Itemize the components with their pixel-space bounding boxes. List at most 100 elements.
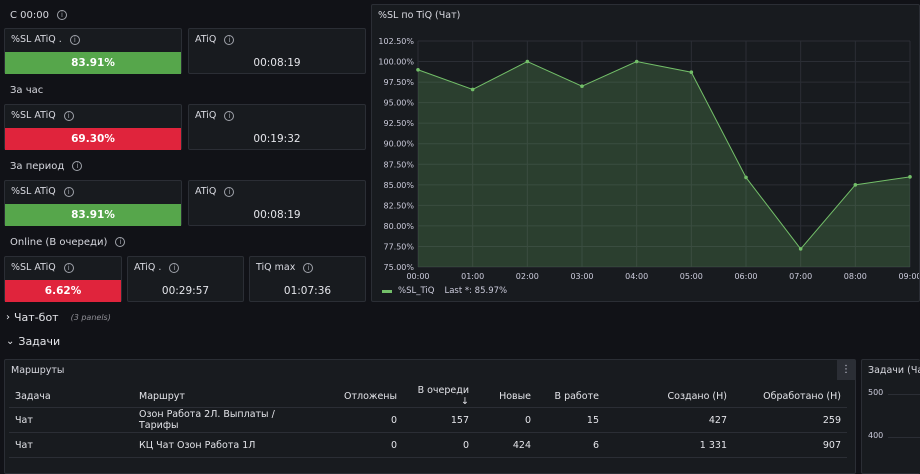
y-tick-label: 75.00% [383,263,414,272]
tiq-max-panel[interactable]: TiQ max i 01:07:36 [249,256,366,302]
col-created[interactable]: Создано (Н) [605,385,733,408]
y-tick-label: 80.00% [383,222,414,231]
info-icon[interactable]: i [224,186,235,197]
section-title-online: Online (В очереди) i [10,234,126,250]
sl-atiq-panel-1[interactable]: %SL ATiQ .i 83.91% [4,28,182,74]
tasks-chat-panel[interactable]: Задачи (Чат 500 400 [861,359,920,474]
chart-legend[interactable]: %SL_TiQ Last *: 85.97% [382,286,507,296]
row-chatbot[interactable]: › Чат-бот (3 panels) [6,310,111,324]
y-tick-label: 500 [868,388,884,397]
info-icon[interactable]: i [63,186,74,197]
cell-route: КЦ Чат Озон Работа 1Л [133,432,323,458]
info-icon[interactable]: i [63,110,74,121]
legend-swatch [382,289,392,293]
legend-series-label: %SL_TiQ [398,286,435,296]
data-point[interactable] [634,59,639,64]
y-tick-label: 92.50% [383,119,414,128]
tiq-max-value: 01:07:36 [283,285,332,297]
y-tick-label: 97.50% [383,78,414,87]
y-tick-label: 87.50% [383,160,414,169]
info-icon[interactable]: i [303,262,314,273]
info-icon[interactable]: i [115,237,126,247]
row-title: Чат-бот [14,310,59,324]
data-point[interactable] [580,84,584,88]
atiq-panel-2[interactable]: ATiQ i 00:19:32 [188,104,366,150]
legend-last-value: Last *: 85.97% [444,286,508,296]
atiq-panel-3[interactable]: ATiQ i 00:08:19 [188,180,366,226]
col-in-work[interactable]: В работе [537,385,605,408]
section-title-since-midnight: С 00:00 i [10,7,67,23]
row-tasks[interactable]: ⌄ Задачи [6,334,60,348]
y-tick-label: 82.50% [383,201,414,210]
y-tick-label: 85.00% [383,181,414,190]
sort-down-icon: ↓ [461,396,469,407]
data-point[interactable] [798,247,803,251]
x-tick-label: 05:00 [680,272,703,281]
col-route[interactable]: Маршрут [133,385,323,408]
cell-processed: 907 [733,432,847,458]
atiq-value: 00:29:57 [161,285,210,297]
atiq-panel-1[interactable]: ATiQ i 00:08:19 [188,28,366,74]
section-title-last-hour: За час [10,84,44,96]
info-icon[interactable]: i [63,262,74,273]
x-tick-label: 00:00 [406,272,429,281]
cell-in-work: 6 [537,432,605,458]
routes-panel-title: Маршруты [11,365,65,376]
y-tick-label: 95.00% [383,99,414,108]
routes-panel[interactable]: Маршруты ⋮ Задача Маршрут Отложены В оче… [4,359,856,474]
table-row[interactable]: Чат Озон Работа 2Л. Выплаты / Тарифы 0 1… [9,407,847,433]
info-icon[interactable]: i [224,34,235,45]
x-tick-label: 09:00 [898,272,919,281]
atiq-value: 00:08:19 [253,57,301,69]
x-tick-label: 08:00 [844,272,867,281]
chevron-down-icon: ⌄ [6,335,15,347]
cell-queue: 157 [403,407,475,433]
data-point[interactable] [853,183,858,187]
col-queue[interactable]: В очереди ↓ [403,385,475,408]
info-icon[interactable]: i [72,161,83,171]
sl-tiq-chart: 75.00% 77.50% 80.00% 82.50% 85.00% 87.50% 90.0… [378,37,919,281]
atiq-panel-4[interactable]: ATiQ .i 00:29:57 [127,256,244,302]
cell-deferred: 0 [323,407,403,433]
col-task[interactable]: Задача [9,385,133,408]
x-tick-label: 03:00 [570,272,593,281]
info-icon[interactable]: i [169,262,180,273]
cell-in-work: 15 [537,407,605,433]
col-processed[interactable]: Обработано (Н) [733,385,847,408]
sl-atiq-panel-2[interactable]: %SL ATiQ i 69.30% [4,104,182,150]
row-title: Задачи [18,334,61,348]
data-point[interactable] [744,175,748,180]
atiq-value: 00:08:19 [253,209,301,221]
data-point[interactable] [470,87,475,92]
data-point[interactable] [908,175,912,179]
info-icon[interactable]: i [56,10,67,20]
table-row[interactable]: Чат КЦ Чат Озон Работа 1Л 0 0 424 6 1 33… [9,432,847,458]
col-deferred[interactable]: Отложены [323,385,403,408]
table-header-row: Задача Маршрут Отложены В очереди ↓ Новы… [9,385,847,408]
gridline [888,394,920,395]
sl-atiq-panel-4[interactable]: %SL ATiQ i 6.62% [4,256,122,302]
y-tick-label: 90.00% [383,140,414,149]
info-icon[interactable]: i [224,110,235,121]
panel-menu-button[interactable]: ⋮ [837,360,855,380]
data-point[interactable] [525,59,530,64]
sl-atiq-panel-3[interactable]: %SL ATiQ i 83.91% [4,180,182,226]
cell-processed: 259 [733,407,847,433]
cell-new: 424 [475,432,537,458]
sl-value-bar: 6.62% [5,280,121,302]
section-title-period: За период i [10,158,83,174]
series-line [417,60,911,250]
cell-queue: 0 [403,432,475,458]
sl-value-bar: 83.91% [5,204,181,226]
row-panels-count: (3 panels) [70,312,111,322]
data-point[interactable] [416,67,420,72]
cell-deferred: 0 [323,432,403,458]
x-tick-label: 06:00 [734,272,757,281]
col-new[interactable]: Новые [475,385,537,408]
sl-tiq-chart-panel[interactable]: %SL по TiQ (Чат) 75.00% 77.50% 80.00% 82.50… [371,4,920,302]
sl-value-bar: 69.30% [5,128,181,150]
data-point[interactable] [689,70,694,75]
sl-value-bar: 83.91% [5,52,181,74]
info-icon[interactable]: i [69,34,80,45]
cell-route: Озон Работа 2Л. Выплаты / Тарифы [133,407,323,433]
